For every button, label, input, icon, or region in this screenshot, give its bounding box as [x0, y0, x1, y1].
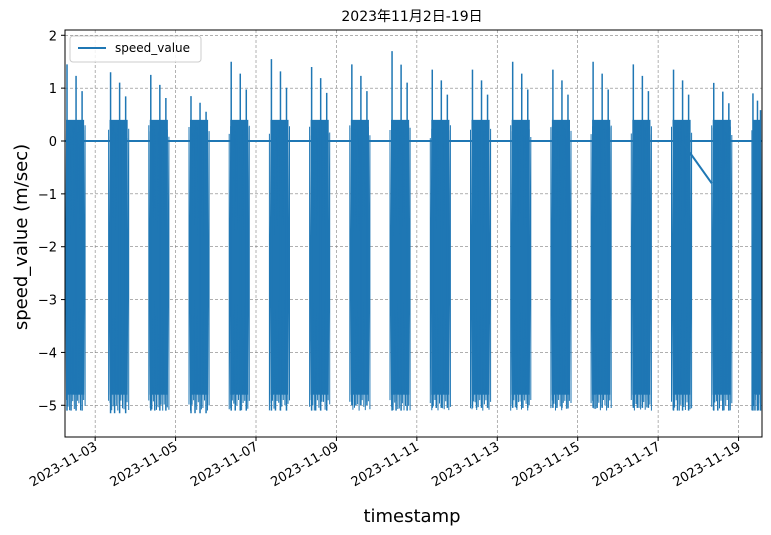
data-burst-17: [751, 93, 763, 411]
x-tick-label-0: 2023-11-03: [27, 439, 100, 490]
x-axis: 2023-11-03 2023-11-05 2023-11-07 2023-11-09…: [27, 437, 744, 490]
x-tick-label-8: 2023-11-19: [671, 439, 744, 490]
data-burst-10: [470, 69, 492, 411]
data-burst-6: [309, 67, 331, 411]
x-tick-label-7: 2023-11-17: [590, 439, 663, 490]
chart-title: 2023年11月2日-19日: [341, 9, 482, 25]
x-tick-label-3: 2023-11-09: [268, 439, 341, 490]
data-burst-14: [630, 64, 652, 411]
data-burst-1: [108, 72, 130, 414]
data-burst-15: [671, 69, 693, 411]
y-tick-label-2: −3: [38, 294, 57, 309]
grid-lines: [65, 30, 762, 437]
y-tick-label-1: −4: [38, 346, 57, 361]
legend-box: [69, 35, 202, 63]
data-burst-3: [188, 96, 210, 414]
y-axis: −5 −4 −3 −2 −1 0 1 2: [38, 29, 65, 414]
data-burst-13: [590, 61, 612, 411]
x-tick-label-6: 2023-11-15: [510, 439, 583, 490]
series-gap-segment: [680, 140, 713, 184]
data-burst-16: [711, 82, 733, 411]
data-burst-4: [228, 61, 250, 411]
x-axis-label: timestamp: [363, 506, 460, 527]
y-tick-label-5: 0: [49, 135, 57, 150]
y-tick-label-0: −5: [38, 399, 57, 414]
data-burst-7: [349, 64, 371, 411]
data-burst-8: [389, 51, 411, 411]
y-tick-label-4: −1: [38, 188, 57, 203]
data-burst-11: [510, 61, 532, 411]
data-burst-12: [550, 69, 572, 411]
data-burst-9: [429, 69, 451, 411]
x-tick-label-1: 2023-11-05: [108, 439, 181, 490]
x-tick-label-2: 2023-11-07: [188, 439, 261, 490]
y-axis-label: speed_value (m/sec): [11, 144, 32, 330]
x-tick-label-5: 2023-11-13: [429, 439, 502, 490]
data-burst-5: [268, 59, 290, 411]
data-burst-0: [64, 64, 86, 411]
series-speed-value: [64, 51, 763, 414]
y-tick-label-7: 2: [49, 29, 57, 44]
x-tick-label-4: 2023-11-11: [349, 439, 422, 490]
data-burst-2: [148, 74, 170, 411]
y-tick-label-6: 1: [49, 82, 57, 97]
plot-frame: [64, 29, 763, 438]
legend-label-speed-value: speed_value: [115, 41, 190, 55]
y-tick-label-3: −2: [38, 241, 57, 256]
legend: speed_value: [69, 35, 202, 63]
